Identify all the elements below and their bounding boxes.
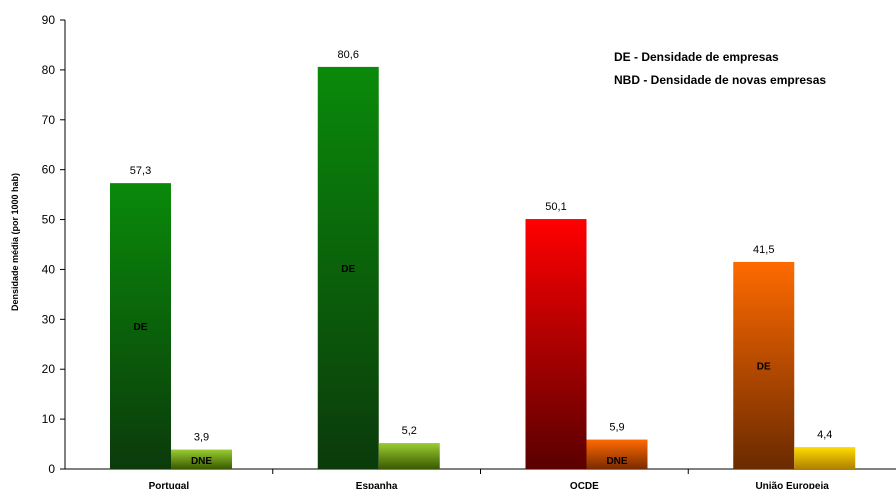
bar-inner-label: DE xyxy=(134,322,148,333)
labels: Portugal 57,3 DE 3,9 DNE Espanha 80,6 DE 5,2 OCDE… xyxy=(130,49,833,489)
bar-de xyxy=(525,219,587,469)
bar-dne xyxy=(794,447,856,469)
bar-dne xyxy=(171,449,232,469)
bar-de xyxy=(733,261,795,469)
bars xyxy=(110,66,856,470)
data-label: 5,9 xyxy=(609,422,624,434)
legend-line-1: DE - Densidade de empresas xyxy=(614,50,779,64)
y-tick-label: 30 xyxy=(42,312,56,326)
y-tick-label: 80 xyxy=(42,63,56,77)
data-label: 5,2 xyxy=(402,425,417,437)
y-tick-label: 20 xyxy=(42,362,56,376)
category-label: União Europeia xyxy=(755,481,829,489)
y-tick-label: 60 xyxy=(42,163,56,177)
bar-de xyxy=(317,66,379,469)
category-label: Espanha xyxy=(356,481,398,489)
category-label: OCDE xyxy=(570,481,599,489)
data-label: 57,3 xyxy=(130,165,151,177)
y-tick-label: 40 xyxy=(42,262,56,276)
bar-de xyxy=(110,183,171,470)
bar-inner-label: DNE xyxy=(606,456,627,467)
data-label: 80,6 xyxy=(338,49,359,61)
y-tick-label: 90 xyxy=(42,13,56,27)
y-axis-label: Densidade média (por 1000 hab) xyxy=(10,173,20,311)
bar-dne xyxy=(586,439,648,469)
data-label: 4,4 xyxy=(817,429,832,441)
data-label: 41,5 xyxy=(753,244,774,256)
y-tick-label: 70 xyxy=(42,113,56,127)
y-tick-label: 50 xyxy=(42,213,56,227)
data-label: 3,9 xyxy=(194,432,209,444)
legend-line-2: NBD - Densidade de novas empresas xyxy=(614,73,826,87)
bar-inner-label: DE xyxy=(341,264,355,275)
y-tick-label: 0 xyxy=(48,462,55,476)
category-label: Portugal xyxy=(149,481,190,489)
bar-inner-label: DNE xyxy=(191,456,212,467)
y-tick-label: 10 xyxy=(42,412,56,426)
bar-dne xyxy=(378,443,440,469)
data-label: 50,1 xyxy=(545,201,566,213)
bar-inner-label: DE xyxy=(757,361,771,372)
